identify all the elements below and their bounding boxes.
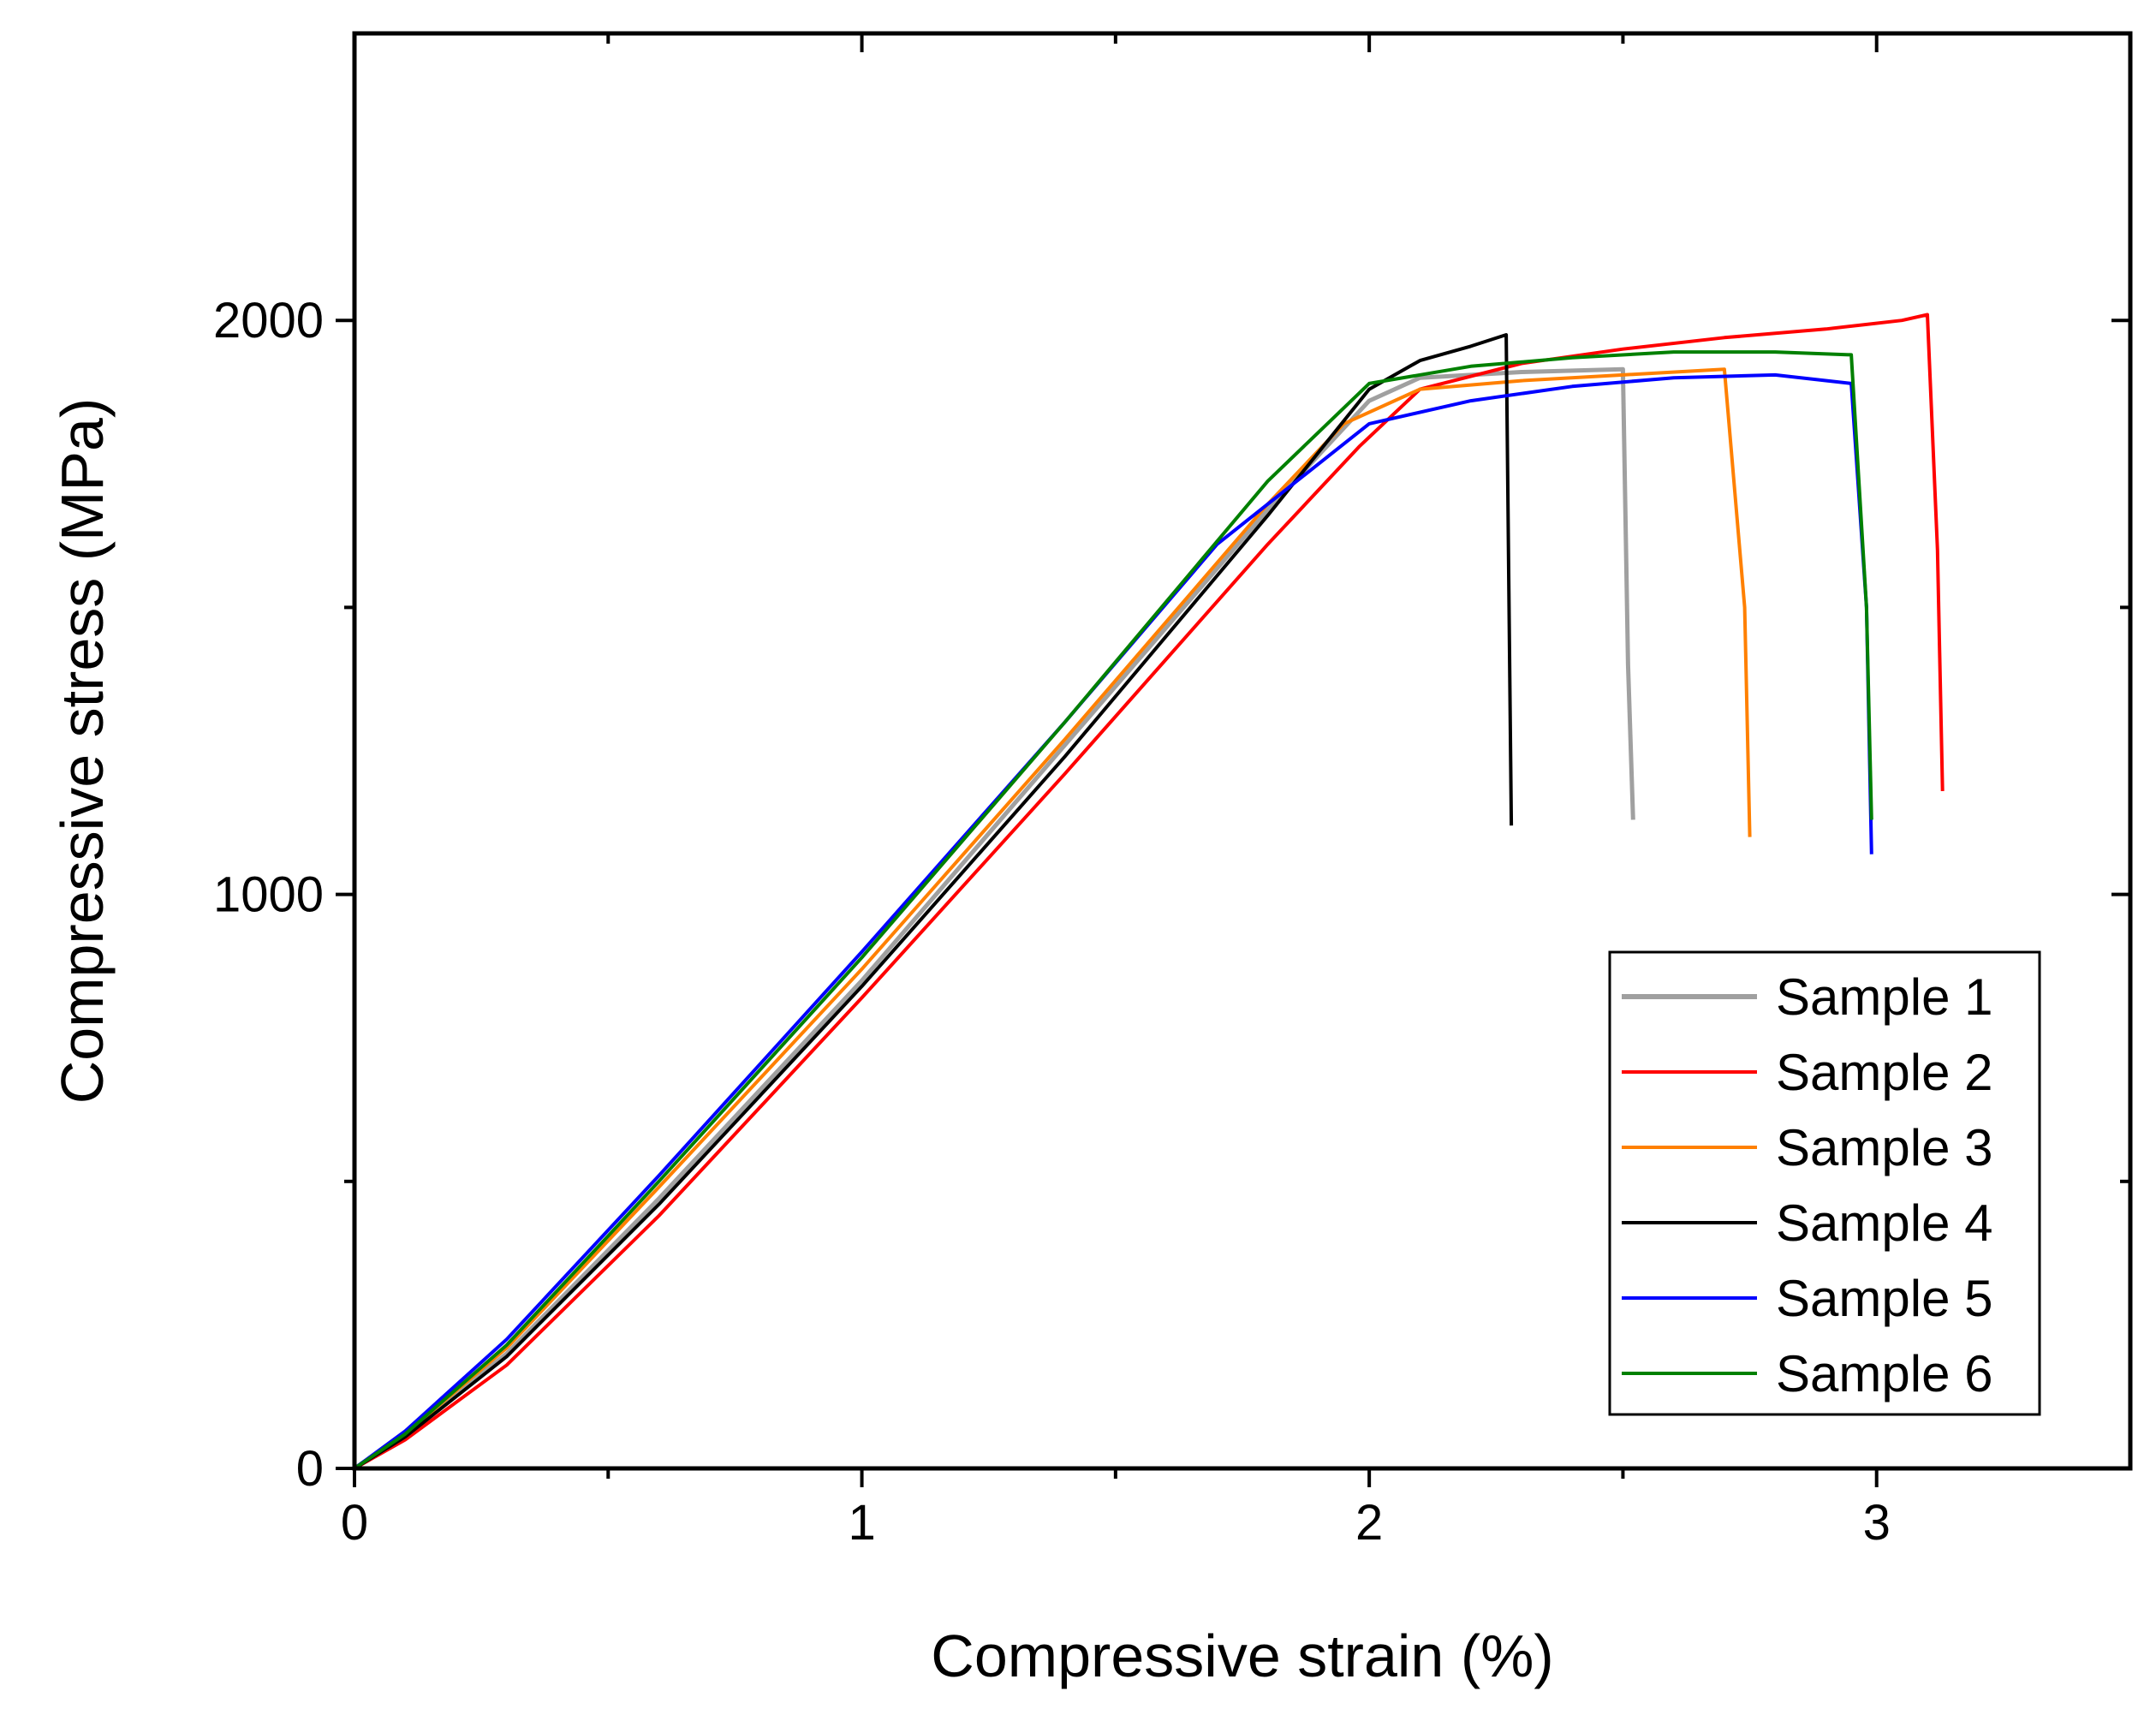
y-tick-label: 2000 <box>213 293 324 348</box>
legend-label-sample-4: Sample 4 <box>1776 1194 1992 1252</box>
x-axis-title: Compressive strain (%) <box>931 1623 1553 1689</box>
x-tick-label: 0 <box>341 1495 368 1551</box>
x-tick-label: 3 <box>1863 1495 1891 1551</box>
legend-label-sample-2: Sample 2 <box>1776 1044 1992 1101</box>
series-line-sample-1 <box>353 366 1635 1471</box>
legend-label-sample-1: Sample 1 <box>1776 968 1992 1026</box>
series-line-sample-5 <box>353 372 1873 1470</box>
legend-box <box>1608 950 2041 1416</box>
legend-label-sample-5: Sample 5 <box>1776 1270 1992 1327</box>
tick-layer: 0 1 2 3 0 1000 2000 <box>213 33 2130 1551</box>
legend-label-sample-3: Sample 3 <box>1776 1119 1992 1176</box>
legend: Sample 1 Sample 2 Sample 3 Sample 4 Sample 5… <box>1608 950 2041 1416</box>
plot-frame <box>352 31 2133 1471</box>
y-tick-label: 1000 <box>213 867 324 923</box>
legend-label-sample-6: Sample 6 <box>1776 1345 1992 1402</box>
series-line-sample-6 <box>353 350 1873 1470</box>
y-axis-title: Compressive stress (MPa) <box>49 398 116 1105</box>
series-line-sample-4 <box>353 333 1514 1470</box>
y-tick-label: 0 <box>296 1441 324 1497</box>
x-tick-label: 2 <box>1355 1495 1383 1551</box>
x-tick-label: 1 <box>848 1495 875 1551</box>
series-layer <box>353 313 1945 1471</box>
series-line-sample-3 <box>353 367 1752 1470</box>
